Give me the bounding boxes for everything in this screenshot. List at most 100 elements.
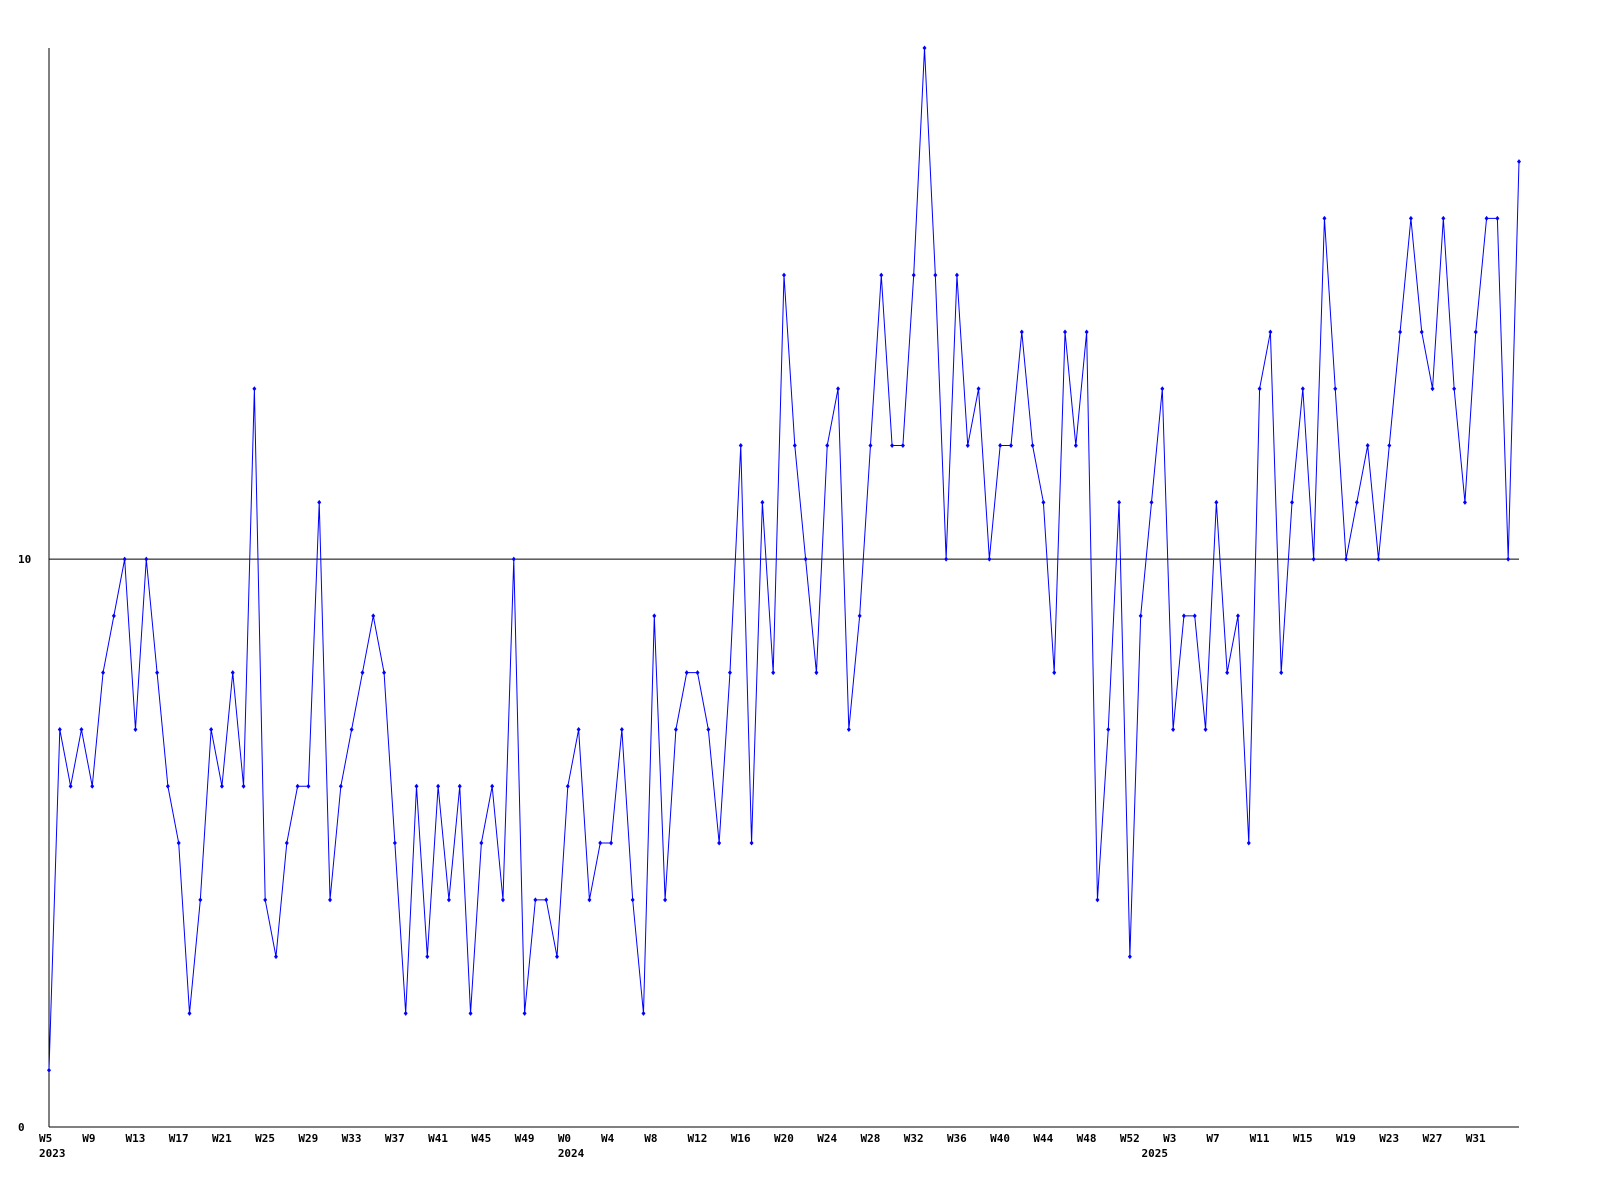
data-point bbox=[1257, 386, 1262, 392]
x-year-label: 2025 bbox=[1142, 1147, 1169, 1160]
x-tick-label: W28 bbox=[860, 1132, 880, 1145]
data-point bbox=[695, 670, 700, 676]
x-tick-label: W29 bbox=[298, 1132, 318, 1145]
data-point bbox=[1300, 386, 1305, 392]
data-point bbox=[1041, 499, 1046, 505]
data-point bbox=[1171, 726, 1176, 732]
data-point bbox=[1398, 329, 1403, 335]
data-point bbox=[879, 272, 884, 278]
data-point bbox=[230, 670, 235, 676]
data-point bbox=[57, 726, 62, 732]
data-point bbox=[306, 783, 311, 789]
data-point bbox=[771, 670, 776, 676]
data-point bbox=[500, 897, 505, 903]
data-point bbox=[544, 897, 549, 903]
x-tick-label: W32 bbox=[904, 1132, 924, 1145]
data-point bbox=[684, 670, 689, 676]
data-point bbox=[1473, 329, 1478, 335]
data-point bbox=[468, 1010, 473, 1016]
y-tick-label: 10 bbox=[18, 553, 31, 566]
x-tick-label: W3 bbox=[1163, 1132, 1176, 1145]
data-point bbox=[187, 1010, 192, 1016]
x-tick-label: W0 bbox=[558, 1132, 571, 1145]
data-point bbox=[328, 897, 333, 903]
data-point bbox=[522, 1010, 527, 1016]
x-tick-label: W16 bbox=[731, 1132, 751, 1145]
data-point bbox=[598, 840, 603, 846]
data-point bbox=[738, 443, 743, 449]
data-point bbox=[68, 783, 73, 789]
x-tick-label: W44 bbox=[1033, 1132, 1053, 1145]
x-tick-label: W37 bbox=[385, 1132, 405, 1145]
x-tick-label: W11 bbox=[1250, 1132, 1270, 1145]
data-point bbox=[1073, 443, 1078, 449]
data-point bbox=[576, 726, 581, 732]
data-point bbox=[1030, 443, 1035, 449]
data-point bbox=[446, 897, 451, 903]
data-point bbox=[641, 1010, 646, 1016]
x-tick-label: W52 bbox=[1120, 1132, 1140, 1145]
data-point bbox=[760, 499, 765, 505]
data-point bbox=[868, 443, 873, 449]
data-point bbox=[555, 954, 560, 960]
data-point bbox=[857, 613, 862, 619]
x-tick-label: W24 bbox=[817, 1132, 837, 1145]
x-tick-label: W41 bbox=[428, 1132, 448, 1145]
data-point bbox=[1127, 954, 1132, 960]
data-point bbox=[1376, 556, 1381, 562]
data-point bbox=[1430, 386, 1435, 392]
data-point bbox=[1279, 670, 1284, 676]
x-tick-label: W48 bbox=[1077, 1132, 1097, 1145]
data-point bbox=[1311, 556, 1316, 562]
data-point bbox=[436, 783, 441, 789]
data-point bbox=[1365, 443, 1370, 449]
data-point bbox=[836, 386, 841, 392]
data-point bbox=[209, 726, 214, 732]
data-point bbox=[263, 897, 268, 903]
data-point bbox=[1019, 329, 1024, 335]
data-point bbox=[998, 443, 1003, 449]
data-point bbox=[317, 499, 322, 505]
data-point bbox=[1387, 443, 1392, 449]
data-point bbox=[1268, 329, 1273, 335]
data-point bbox=[414, 783, 419, 789]
data-point bbox=[933, 272, 938, 278]
x-tick-label: W25 bbox=[255, 1132, 275, 1145]
data-point bbox=[133, 726, 138, 732]
data-point bbox=[782, 272, 786, 278]
data-point bbox=[511, 556, 516, 562]
data-point bbox=[987, 556, 992, 562]
data-point bbox=[890, 443, 895, 449]
data-point bbox=[587, 897, 592, 903]
x-tick-label: W17 bbox=[169, 1132, 189, 1145]
data-point bbox=[241, 783, 246, 789]
data-point bbox=[176, 840, 181, 846]
data-point bbox=[1408, 215, 1413, 221]
data-point bbox=[1290, 499, 1295, 505]
data-point bbox=[1322, 215, 1327, 221]
data-point bbox=[144, 556, 149, 562]
data-point bbox=[911, 272, 916, 278]
data-point bbox=[284, 840, 289, 846]
data-point bbox=[382, 670, 387, 676]
x-tick-label: W5 bbox=[39, 1132, 52, 1145]
data-point bbox=[673, 726, 678, 732]
data-point bbox=[490, 783, 495, 789]
x-tick-label: W23 bbox=[1379, 1132, 1399, 1145]
data-point bbox=[219, 783, 224, 789]
data-point bbox=[111, 613, 116, 619]
data-point bbox=[1354, 499, 1359, 505]
x-tick-label: W31 bbox=[1466, 1132, 1486, 1145]
data-point bbox=[717, 840, 722, 846]
x-year-label: 2024 bbox=[558, 1147, 585, 1160]
data-point bbox=[1484, 215, 1489, 221]
data-point bbox=[338, 783, 343, 789]
data-point bbox=[198, 897, 203, 903]
data-point bbox=[1063, 329, 1068, 335]
data-point bbox=[122, 556, 127, 562]
data-point bbox=[1246, 840, 1251, 846]
data-point bbox=[1117, 499, 1122, 505]
x-tick-label: W27 bbox=[1423, 1132, 1443, 1145]
